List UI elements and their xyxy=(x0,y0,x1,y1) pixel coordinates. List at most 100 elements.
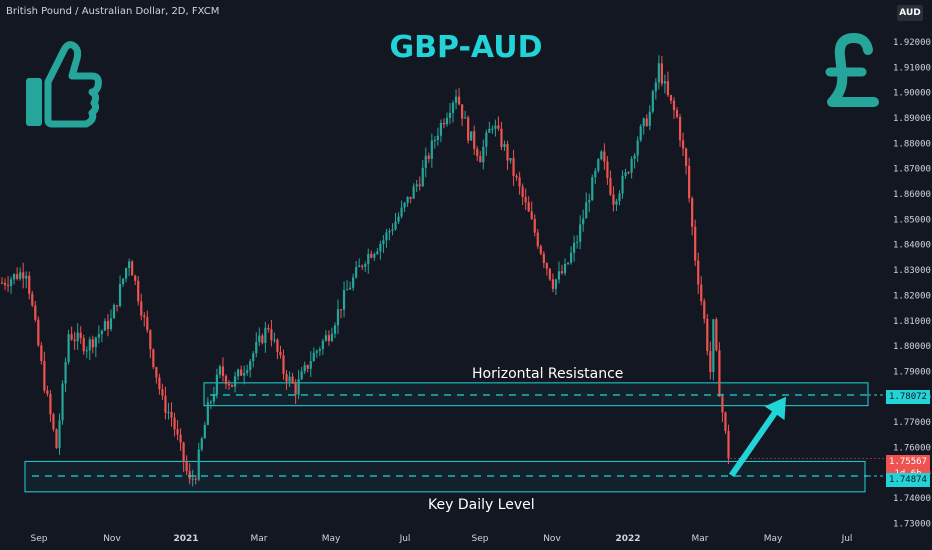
candle xyxy=(379,240,382,260)
candle xyxy=(79,326,82,344)
candle xyxy=(500,121,503,151)
candle xyxy=(509,158,512,164)
candle xyxy=(291,372,294,384)
candle xyxy=(721,393,724,423)
candle xyxy=(330,327,334,343)
candle xyxy=(470,131,473,141)
candle xyxy=(536,228,539,249)
candle xyxy=(121,278,125,287)
candle xyxy=(685,147,688,175)
current-price-label: 1.75567 xyxy=(886,455,930,469)
levels-layer xyxy=(32,394,884,477)
x-tick-label: Mar xyxy=(251,534,268,544)
candle xyxy=(261,333,264,345)
candle xyxy=(109,309,113,332)
candle xyxy=(100,329,103,343)
candle xyxy=(16,267,19,281)
candle xyxy=(173,412,176,437)
y-tick-label: 1.79000 xyxy=(893,367,931,377)
y-tick-label: 1.80000 xyxy=(893,342,931,352)
candle xyxy=(482,139,485,170)
candle xyxy=(85,346,88,359)
candle xyxy=(179,428,182,451)
candle xyxy=(651,89,654,114)
candle xyxy=(415,179,418,192)
candle xyxy=(297,369,300,400)
candle xyxy=(382,235,385,253)
candle xyxy=(345,280,349,291)
candle xyxy=(324,330,327,342)
candle xyxy=(627,171,630,175)
candle xyxy=(249,358,252,378)
candle xyxy=(700,276,703,306)
candle xyxy=(600,150,603,161)
candle xyxy=(618,190,621,206)
candle xyxy=(488,121,491,133)
x-tick-label: 2022 xyxy=(615,534,640,544)
candle xyxy=(648,105,651,131)
candle xyxy=(233,371,237,393)
candle xyxy=(333,322,337,339)
candle xyxy=(55,428,58,449)
candle xyxy=(636,136,639,163)
symbol-header[interactable]: British Pound / Australian Dollar, 2D, F… xyxy=(6,6,220,17)
candle xyxy=(252,351,255,368)
candle xyxy=(545,262,548,276)
candle xyxy=(542,250,545,269)
candle xyxy=(143,312,146,327)
candle xyxy=(666,71,670,97)
candle xyxy=(118,275,122,308)
candle xyxy=(639,124,642,142)
candle xyxy=(709,341,712,380)
candle xyxy=(349,281,352,290)
candle xyxy=(518,171,521,195)
candle xyxy=(342,281,346,318)
candle xyxy=(448,102,452,125)
arrow-shape xyxy=(729,396,786,478)
candle xyxy=(370,250,373,259)
candle xyxy=(94,336,97,358)
candle xyxy=(712,318,715,381)
candle xyxy=(530,201,533,220)
candle xyxy=(582,209,585,232)
candle xyxy=(282,349,285,380)
candle xyxy=(654,78,657,100)
candle xyxy=(373,252,376,262)
candle xyxy=(424,147,427,178)
candle xyxy=(221,357,225,382)
candle xyxy=(140,293,143,321)
candle xyxy=(615,198,618,211)
candle xyxy=(149,329,152,359)
candle xyxy=(70,326,73,341)
candle xyxy=(200,436,203,452)
candle xyxy=(476,146,479,161)
candle xyxy=(657,55,660,90)
y-tick-label: 1.86000 xyxy=(893,190,931,200)
candle xyxy=(134,274,137,285)
candle xyxy=(336,299,340,335)
candle xyxy=(128,258,131,277)
candle xyxy=(255,332,258,358)
candle xyxy=(445,112,449,127)
x-axis: Sep Nov 2021 Mar May Jul Sep Nov 2022 Mar May Jul xyxy=(31,534,853,544)
candle xyxy=(576,235,579,249)
candle xyxy=(678,113,682,147)
candle xyxy=(19,267,22,281)
candle xyxy=(88,336,91,361)
currency-unit-badge[interactable]: AUD xyxy=(897,5,923,21)
candle xyxy=(13,273,16,285)
candle xyxy=(246,364,249,376)
candle xyxy=(621,170,624,199)
candle xyxy=(73,331,76,350)
candle xyxy=(91,335,94,354)
candle xyxy=(606,156,609,185)
candle xyxy=(318,346,321,357)
candle xyxy=(703,298,706,324)
projection-arrow xyxy=(729,396,786,478)
candle xyxy=(218,364,222,379)
candle xyxy=(364,261,367,272)
candle xyxy=(669,94,673,105)
candle xyxy=(115,304,119,312)
candle xyxy=(718,342,721,397)
